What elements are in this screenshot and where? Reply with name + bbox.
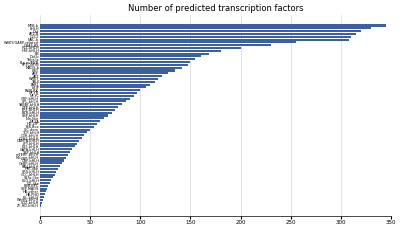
- Bar: [40, 38, 348, 41]
- Bar: [40, 174, 56, 176]
- Bar: [40, 159, 64, 161]
- Bar: [40, 36, 350, 38]
- Bar: [40, 98, 130, 100]
- Bar: [40, 185, 48, 187]
- Bar: [40, 188, 48, 190]
- Bar: [40, 30, 360, 32]
- Bar: [40, 143, 78, 145]
- Bar: [40, 84, 150, 86]
- Bar: [40, 128, 90, 131]
- Bar: [40, 27, 370, 29]
- Bar: [40, 112, 112, 114]
- Bar: [40, 41, 296, 44]
- Bar: [40, 131, 88, 134]
- Bar: [40, 25, 386, 27]
- Bar: [40, 204, 42, 207]
- Bar: [40, 157, 66, 159]
- Bar: [40, 55, 200, 57]
- Bar: [40, 109, 116, 111]
- Bar: [40, 103, 122, 105]
- Bar: [40, 92, 138, 94]
- Bar: [40, 182, 50, 184]
- Bar: [40, 64, 188, 66]
- Bar: [40, 81, 156, 83]
- Bar: [40, 120, 100, 122]
- Bar: [40, 148, 72, 150]
- Bar: [40, 86, 146, 88]
- Bar: [40, 179, 52, 181]
- Bar: [40, 151, 70, 153]
- Bar: [40, 58, 196, 60]
- Bar: [40, 72, 168, 74]
- Bar: [40, 67, 182, 69]
- Bar: [40, 117, 104, 119]
- Bar: [40, 100, 126, 103]
- Bar: [40, 140, 80, 142]
- Bar: [40, 44, 270, 46]
- Bar: [40, 199, 44, 201]
- Bar: [40, 165, 60, 167]
- Bar: [40, 50, 220, 52]
- Bar: [40, 95, 134, 97]
- Bar: [40, 193, 46, 195]
- Bar: [40, 168, 58, 170]
- Bar: [40, 69, 176, 71]
- Title: Number of predicted transcription factors: Number of predicted transcription factor…: [128, 4, 303, 13]
- Bar: [40, 114, 108, 117]
- Bar: [40, 171, 56, 173]
- Bar: [40, 123, 98, 125]
- Bar: [40, 162, 62, 164]
- Bar: [40, 196, 44, 198]
- Bar: [40, 202, 42, 204]
- Bar: [40, 190, 46, 193]
- Bar: [40, 145, 76, 147]
- Bar: [40, 47, 240, 49]
- Bar: [40, 106, 118, 108]
- Bar: [40, 33, 356, 35]
- Bar: [40, 53, 208, 55]
- Bar: [40, 61, 190, 63]
- Bar: [40, 78, 158, 80]
- Bar: [40, 134, 84, 136]
- Bar: [40, 126, 94, 128]
- Bar: [40, 89, 140, 91]
- Bar: [40, 137, 82, 139]
- Bar: [40, 154, 68, 156]
- Bar: [40, 176, 54, 178]
- Bar: [40, 75, 162, 77]
